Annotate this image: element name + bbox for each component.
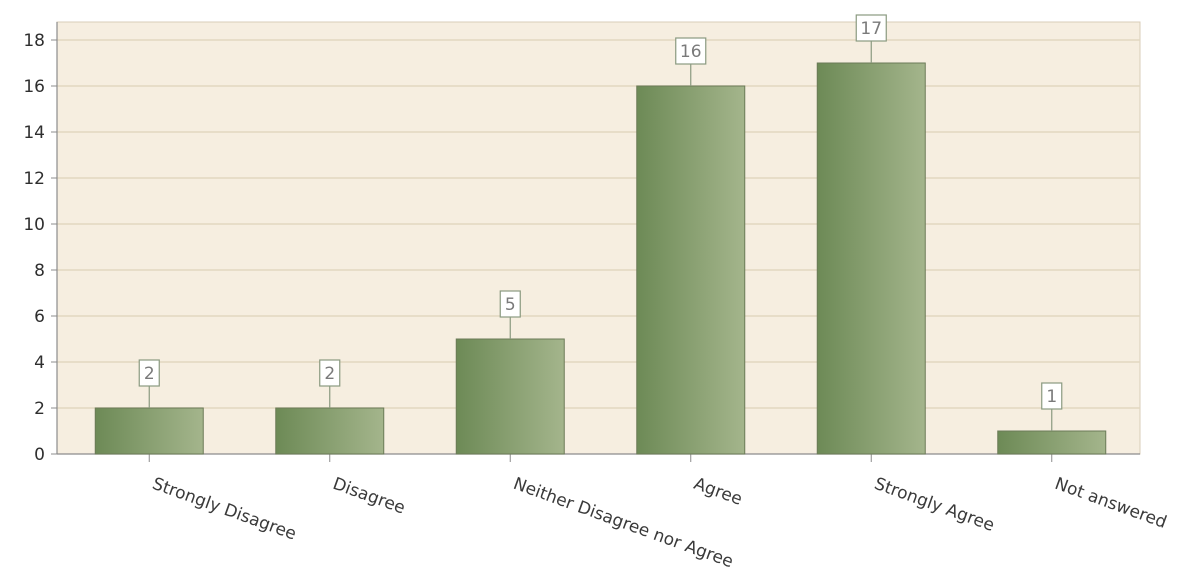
x-tick-label: Strongly Disagree — [150, 474, 299, 545]
y-tick-label: 8 — [34, 261, 45, 281]
data-label-box — [855, 14, 887, 42]
data-labels: 2 2 5 16 17 1 — [138, 14, 1063, 431]
y-tick-label: 12 — [23, 169, 45, 189]
x-tick-label: Disagree — [330, 474, 408, 519]
data-label: 2 — [144, 364, 155, 384]
x-tick-label: Not answered — [1052, 474, 1169, 533]
data-label-box — [675, 37, 707, 65]
data-label: 1 — [1046, 387, 1057, 407]
bar — [816, 62, 926, 455]
bar — [455, 338, 565, 455]
plot-area — [56, 21, 1141, 455]
y-tick-label: 0 — [34, 445, 45, 465]
bar — [997, 430, 1107, 455]
gridlines — [57, 39, 1140, 409]
axes — [51, 22, 1140, 462]
bar — [275, 407, 385, 455]
data-label: 2 — [324, 364, 335, 384]
data-label: 16 — [680, 42, 702, 62]
data-label-box — [319, 359, 341, 387]
x-tick-label: Strongly Agree — [872, 474, 997, 536]
data-label-box — [1041, 382, 1063, 410]
y-tick-label: 18 — [23, 31, 45, 51]
y-tick-label: 16 — [23, 77, 45, 97]
data-label: 5 — [505, 295, 516, 315]
y-tick-label: 14 — [23, 123, 45, 143]
data-label: 17 — [860, 19, 882, 39]
y-tick-label: 4 — [34, 353, 45, 373]
y-tick-label: 6 — [34, 307, 45, 327]
bar — [636, 85, 746, 455]
bars — [94, 62, 1107, 455]
bar — [94, 407, 204, 455]
y-tick-label: 2 — [34, 399, 45, 419]
x-tick-label: Agree — [691, 474, 745, 510]
y-tick-label: 10 — [23, 215, 45, 235]
data-label-box — [499, 290, 521, 318]
data-label-box — [138, 359, 160, 387]
